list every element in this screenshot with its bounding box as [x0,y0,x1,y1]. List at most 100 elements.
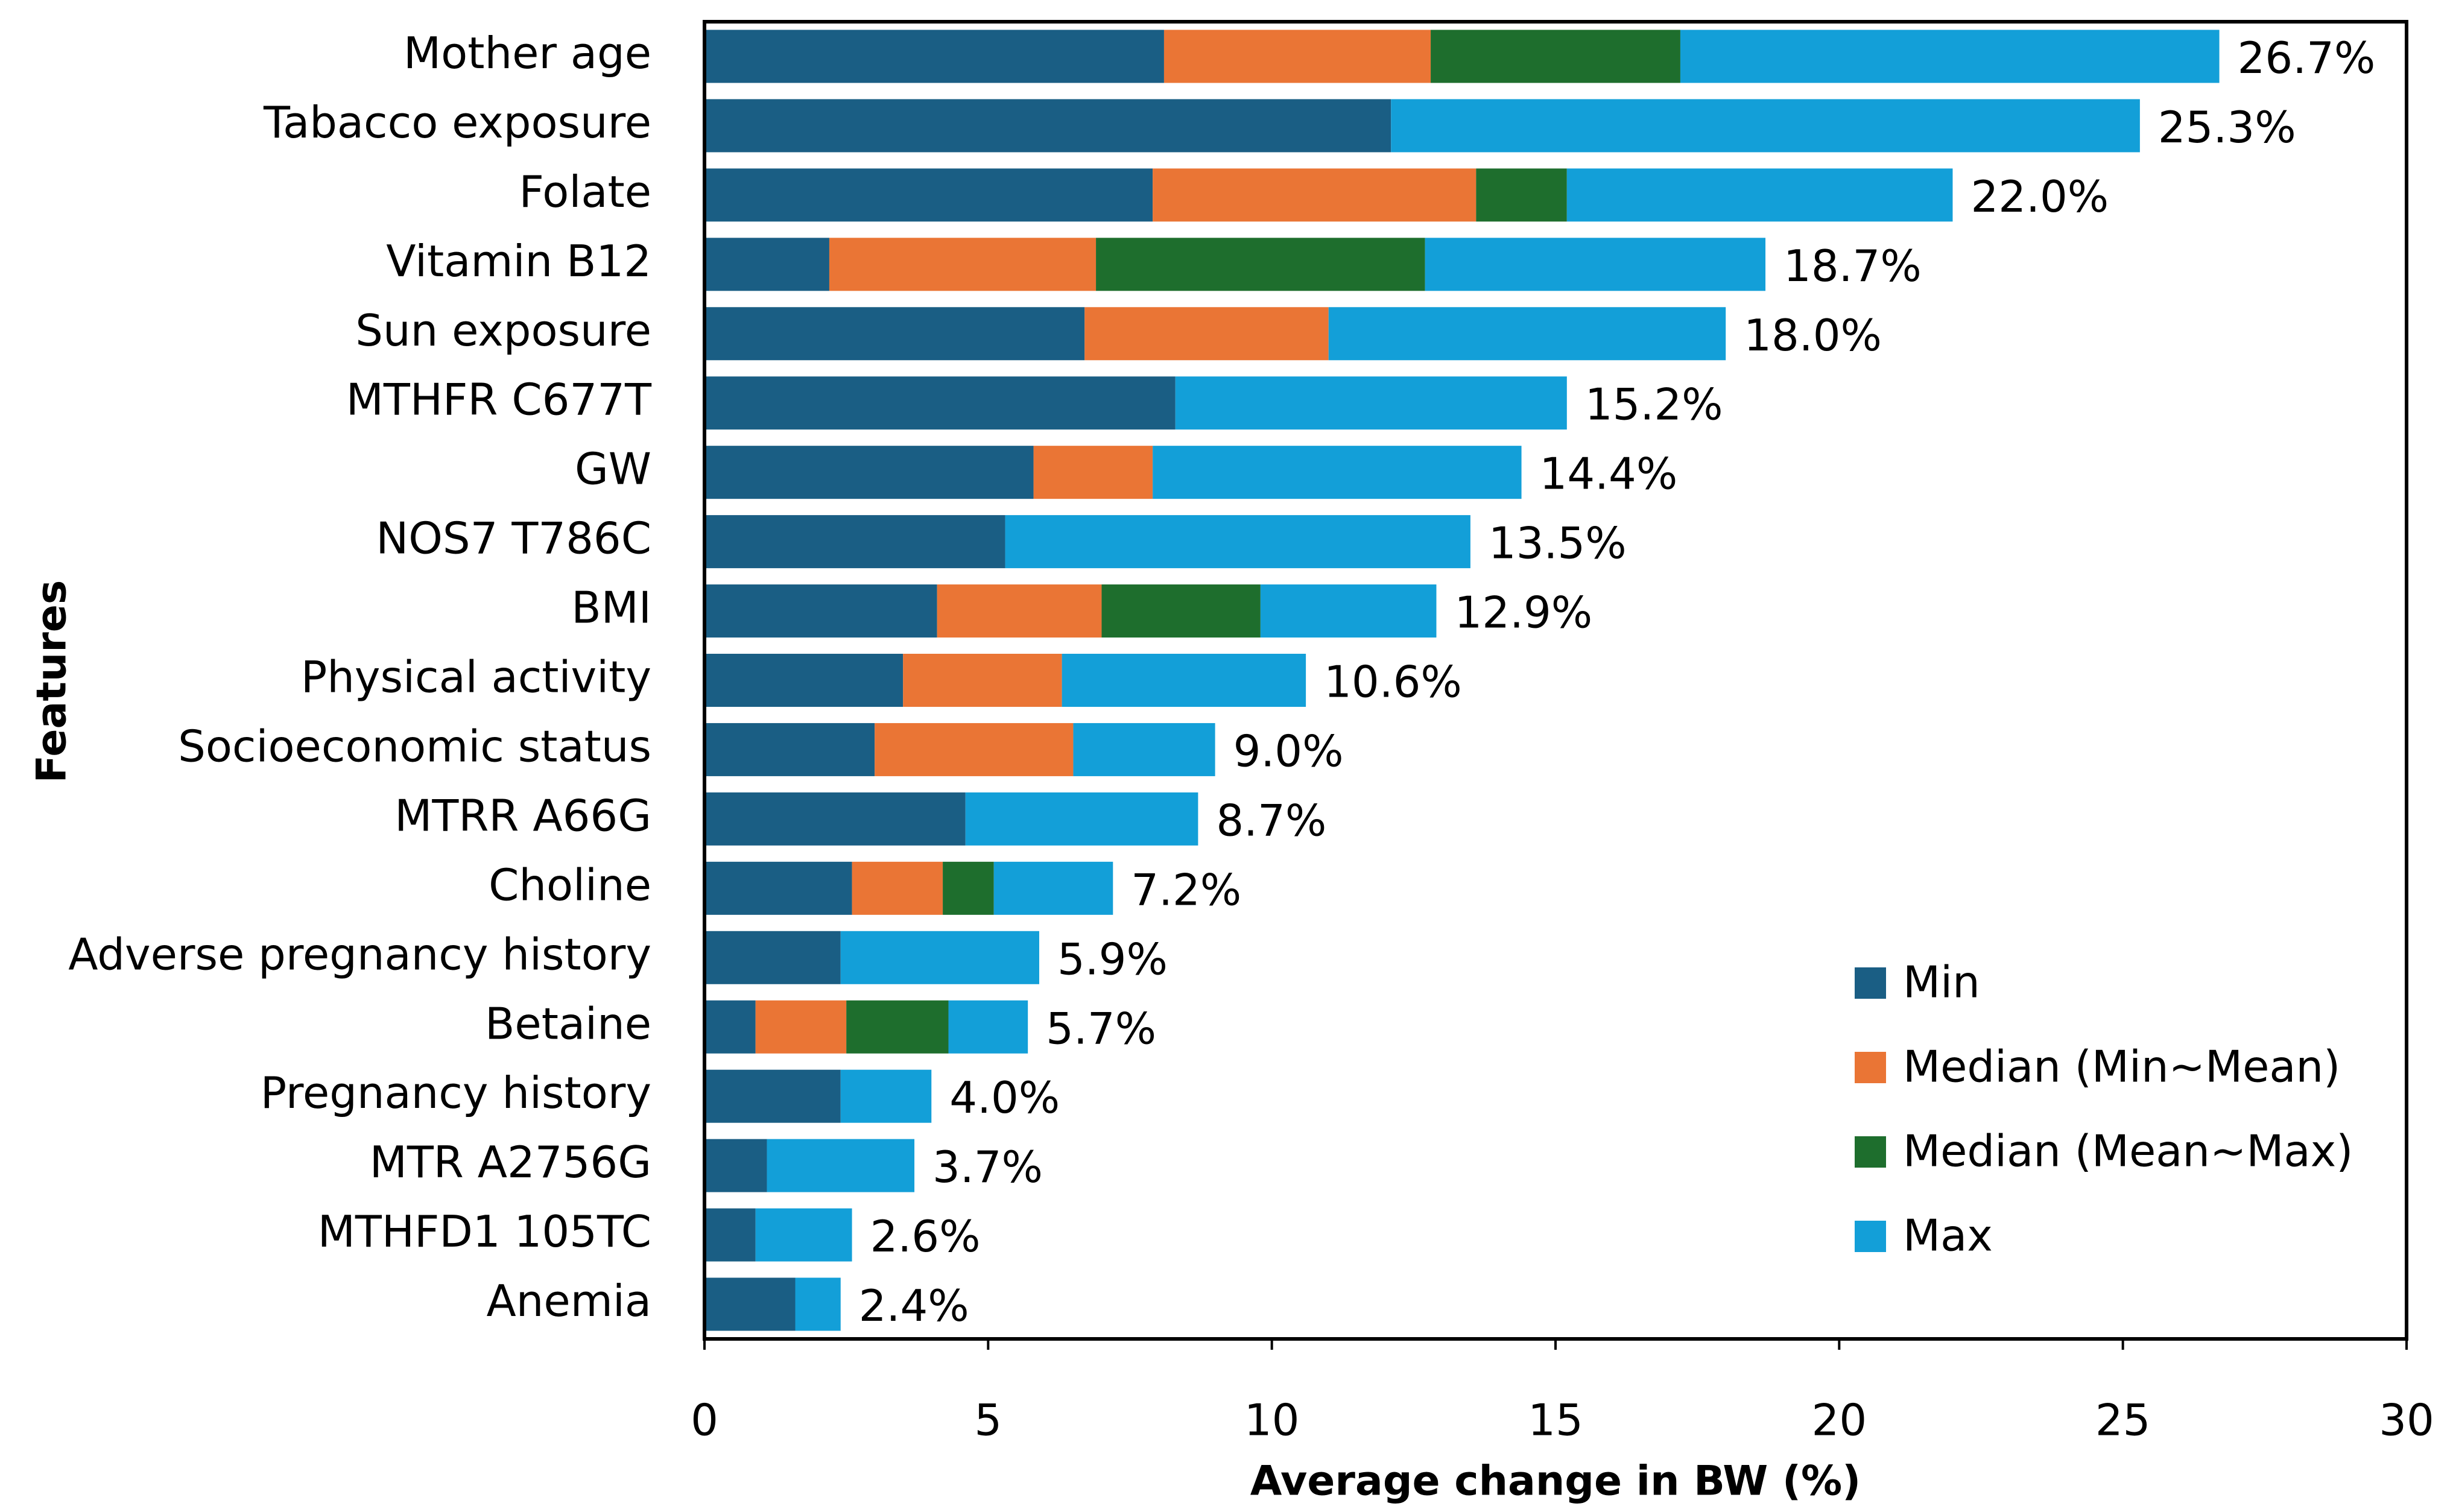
legend-label: Median (Mean~Max) [1903,1126,2353,1177]
bar-segment [1260,584,1437,638]
legend-label: Max [1903,1210,1993,1261]
bar-segment [704,1139,767,1192]
bar-segment [795,1277,841,1331]
y-tick-label: MTHFD1 105TC [318,1206,651,1257]
bar-segment [704,654,904,707]
bar-segment [903,654,1062,707]
x-tick-label: 20 [1812,1395,1867,1446]
y-tick-label: GW [575,444,651,495]
data-label: 2.4% [859,1280,969,1331]
bar-segment [704,376,1176,430]
legend-swatch [1855,967,1886,999]
data-label: 8.7% [1216,795,1326,846]
y-tick-label: MTR A2756G [370,1137,651,1188]
legend-swatch [1855,1221,1886,1252]
data-label: 3.7% [932,1142,1043,1192]
data-label: 4.0% [949,1072,1060,1123]
y-tick-label: Betaine [485,998,651,1049]
bar-segment [1096,238,1425,291]
bar-segment [704,515,1005,569]
bar-segment [767,1139,915,1192]
data-label: 18.0% [1744,310,1882,361]
bar-segment [704,307,1085,361]
legend-label: Median (Min~Mean) [1903,1042,2340,1092]
y-tick-label: NOS7 T786C [376,513,651,564]
bar-segment [704,584,937,638]
bar-segment [1153,168,1477,222]
data-label: 13.5% [1489,518,1627,569]
bar-segment [1431,30,1680,83]
bar-segment [755,1208,852,1262]
y-tick-label: Adverse pregnancy history [68,929,651,979]
bar-segment [1005,515,1470,569]
y-tick-label: MTRR A66G [394,790,651,841]
bar-segment [840,931,1039,984]
bar-segment [846,1000,949,1054]
y-tick-label: Tabacco exposure [263,97,651,148]
bar-segment [1425,238,1766,291]
bar-segment [704,168,1153,222]
bar-segment [948,1000,1028,1054]
bar-segment [1476,168,1567,222]
data-label: 5.9% [1057,934,1168,984]
bar-segment [755,1000,847,1054]
data-label: 9.0% [1233,726,1344,776]
x-tick-label: 30 [2379,1395,2434,1446]
bar-segment [840,1069,932,1123]
data-label: 26.7% [2238,33,2376,83]
x-tick-label: 25 [2095,1395,2151,1446]
bar-segment [704,1277,796,1331]
bar-segment [1073,723,1215,776]
bar-segment [1163,30,1431,83]
data-label: 22.0% [1970,171,2109,222]
data-label: 12.9% [1454,587,1592,638]
bar-segment [1680,30,2220,83]
data-label: 15.2% [1585,379,1723,430]
data-label: 7.2% [1131,864,1241,915]
data-label: 25.3% [2158,102,2296,153]
y-tick-label: Folate [519,166,651,217]
legend-swatch [1855,1136,1886,1168]
y-tick-label: BMI [571,583,651,633]
y-tick-label: Anemia [487,1276,651,1326]
y-tick-label: Socioeconomic status [178,721,651,771]
data-label: 2.6% [870,1211,981,1262]
y-tick-label: Sun exposure [355,305,651,356]
x-axis-title: Average change in BW (%) [1250,1458,1861,1505]
bar-segment [1101,584,1261,638]
bar-segment [1084,307,1329,361]
x-tick-label: 0 [691,1395,718,1446]
bar-segment [704,861,852,915]
bar-segment [704,792,966,846]
bar-segment [704,1069,841,1123]
data-label: 14.4% [1540,449,1678,499]
bar-segment [1175,376,1567,430]
data-label: 5.7% [1046,1003,1156,1054]
bar-segment [704,723,875,776]
y-tick-label: Vitamin B12 [386,236,651,286]
y-tick-label: Choline [489,859,651,910]
bar-segment [704,1000,756,1054]
legend-label: Min [1903,957,1980,1008]
bar-segment [1391,99,2140,153]
bar-segment [1153,446,1522,499]
bar-segment [1062,654,1306,707]
bar-segment [704,931,841,984]
bar-segment [704,30,1164,83]
legend-swatch [1855,1052,1886,1083]
bar-segment [704,99,1391,153]
bar-segment [1328,307,1726,361]
bar-segment [875,723,1074,776]
bar-segment [937,584,1102,638]
data-label: 10.6% [1324,657,1462,707]
y-tick-label: Physical activity [301,652,651,703]
y-tick-label: MTHFR C677T [346,375,652,425]
bar-segment [704,446,1034,499]
bar-segment [993,861,1113,915]
bar-segment [1033,446,1153,499]
bar-segment [829,238,1097,291]
x-tick-label: 5 [974,1395,1002,1446]
y-tick-label: Mother age [404,28,651,78]
data-label: 18.7% [1784,241,1922,291]
